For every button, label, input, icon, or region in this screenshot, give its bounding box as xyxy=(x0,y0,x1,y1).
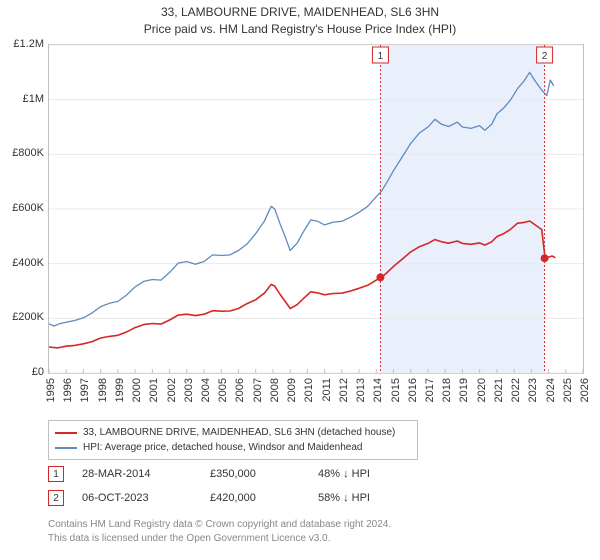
svg-text:2: 2 xyxy=(542,51,548,62)
legend: 33, LAMBOURNE DRIVE, MAIDENHEAD, SL6 3HN… xyxy=(48,420,418,460)
x-tick-label: 2026 xyxy=(579,378,591,408)
x-tick-label: 2011 xyxy=(321,378,333,408)
x-tick-label: 2018 xyxy=(441,378,453,408)
sale-date: 06-OCT-2023 xyxy=(82,492,192,504)
x-tick-label: 2002 xyxy=(166,378,178,408)
y-tick-label: £600K xyxy=(4,202,44,214)
plot-area: 12 xyxy=(48,44,584,374)
sale-price: £350,000 xyxy=(210,468,300,480)
sale-date: 28-MAR-2014 xyxy=(82,468,192,480)
y-tick-label: £1M xyxy=(4,93,44,105)
y-tick-label: £0 xyxy=(4,366,44,378)
chart-subtitle: Price paid vs. HM Land Registry's House … xyxy=(0,22,600,36)
x-tick-label: 1995 xyxy=(45,378,57,408)
x-tick-label: 2003 xyxy=(183,378,195,408)
x-tick-label: 2000 xyxy=(131,378,143,408)
legend-item: 33, LAMBOURNE DRIVE, MAIDENHEAD, SL6 3HN… xyxy=(55,425,411,440)
x-tick-label: 2013 xyxy=(355,378,367,408)
sale-price: £420,000 xyxy=(210,492,300,504)
plot-svg: 12 xyxy=(49,45,583,373)
x-tick-label: 2015 xyxy=(390,378,402,408)
x-tick-label: 2019 xyxy=(458,378,470,408)
chart-title: 33, LAMBOURNE DRIVE, MAIDENHEAD, SL6 3HN xyxy=(0,5,600,19)
x-tick-label: 2014 xyxy=(372,378,384,408)
legend-swatch xyxy=(55,432,77,434)
legend-label: HPI: Average price, detached house, Wind… xyxy=(83,440,362,455)
legend-swatch xyxy=(55,447,77,449)
x-tick-label: 1998 xyxy=(97,378,109,408)
sale-row: 2 06-OCT-2023 £420,000 58% ↓ HPI xyxy=(48,490,370,506)
footer-line-1: Contains HM Land Registry data © Crown c… xyxy=(48,518,391,532)
sale-pin-icon: 2 xyxy=(48,490,64,506)
x-tick-label: 2016 xyxy=(407,378,419,408)
sale-pct-vs-hpi: 48% ↓ HPI xyxy=(318,468,370,480)
chart-pin: 2 xyxy=(537,47,553,63)
x-tick-label: 2021 xyxy=(493,378,505,408)
x-tick-label: 2004 xyxy=(200,378,212,408)
y-tick-label: £400K xyxy=(4,257,44,269)
x-tick-label: 2010 xyxy=(303,378,315,408)
footer-line-2: This data is licensed under the Open Gov… xyxy=(48,532,391,546)
y-tick-label: £200K xyxy=(4,311,44,323)
x-tick-label: 2009 xyxy=(286,378,298,408)
x-tick-label: 2023 xyxy=(527,378,539,408)
x-tick-label: 1996 xyxy=(62,378,74,408)
x-tick-label: 2024 xyxy=(545,378,557,408)
sale-pin-icon: 1 xyxy=(48,466,64,482)
chart-figure: 33, LAMBOURNE DRIVE, MAIDENHEAD, SL6 3HN… xyxy=(0,0,600,560)
y-tick-label: £1.2M xyxy=(4,38,44,50)
x-tick-label: 2025 xyxy=(562,378,574,408)
x-tick-label: 2022 xyxy=(510,378,522,408)
x-tick-label: 2017 xyxy=(424,378,436,408)
sale-row: 1 28-MAR-2014 £350,000 48% ↓ HPI xyxy=(48,466,370,482)
x-tick-label: 2006 xyxy=(234,378,246,408)
sale-pct-vs-hpi: 58% ↓ HPI xyxy=(318,492,370,504)
x-tick-label: 2012 xyxy=(338,378,350,408)
x-tick-label: 2001 xyxy=(148,378,160,408)
x-tick-label: 2007 xyxy=(252,378,264,408)
x-tick-label: 1999 xyxy=(114,378,126,408)
x-tick-label: 1997 xyxy=(79,378,91,408)
y-tick-label: £800K xyxy=(4,147,44,159)
legend-label: 33, LAMBOURNE DRIVE, MAIDENHEAD, SL6 3HN… xyxy=(83,425,395,440)
svg-text:1: 1 xyxy=(378,51,384,62)
legend-item: HPI: Average price, detached house, Wind… xyxy=(55,440,411,455)
attribution-footer: Contains HM Land Registry data © Crown c… xyxy=(48,518,391,545)
x-tick-label: 2008 xyxy=(269,378,281,408)
chart-pin: 1 xyxy=(372,47,388,63)
x-tick-label: 2005 xyxy=(217,378,229,408)
x-tick-label: 2020 xyxy=(476,378,488,408)
